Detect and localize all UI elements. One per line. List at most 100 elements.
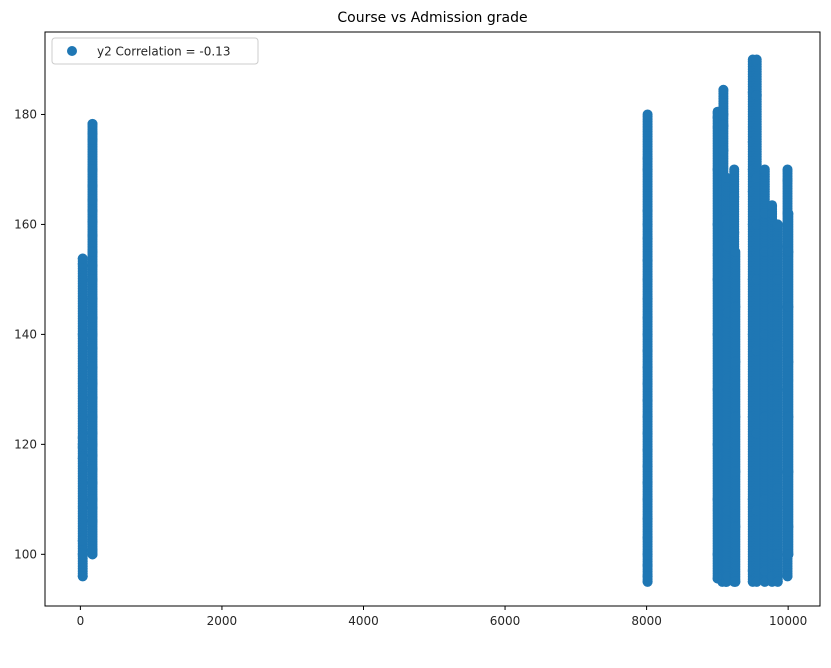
data-point (87, 544, 98, 555)
y-axis: 100 120 140 160 180 (14, 107, 45, 561)
data-point (87, 362, 98, 373)
data-point (783, 356, 794, 367)
data-point (87, 128, 98, 139)
data-point (759, 164, 770, 175)
data-point (87, 274, 98, 285)
data-point (642, 164, 653, 175)
data-point (718, 84, 729, 95)
data-point (729, 191, 740, 202)
data-point (642, 233, 653, 244)
data-point (87, 343, 98, 354)
data-point (642, 255, 653, 266)
data-point (783, 521, 794, 532)
scatter-points (77, 54, 794, 587)
y-tick-label: 140 (14, 327, 37, 341)
x-tick-label: 10000 (769, 614, 807, 628)
data-point (783, 411, 794, 422)
data-point (783, 208, 794, 219)
data-point (87, 378, 98, 389)
data-point (772, 549, 783, 560)
data-point (642, 571, 653, 582)
data-point (751, 576, 762, 587)
data-point (87, 180, 98, 191)
data-point (642, 153, 653, 164)
data-point (751, 172, 762, 183)
chart-title: Course vs Admission grade (337, 10, 527, 26)
data-point (642, 477, 653, 488)
data-point (642, 312, 653, 323)
data-point (77, 571, 88, 582)
data-point (751, 345, 762, 356)
data-point (87, 439, 98, 450)
data-point (87, 464, 98, 475)
data-point (87, 230, 98, 241)
data-point (77, 253, 88, 264)
axes-frame (44, 31, 821, 607)
y-tick-label: 160 (14, 217, 37, 231)
data-point (772, 411, 783, 422)
legend-marker (67, 46, 77, 56)
data-point (642, 378, 653, 389)
data-point (642, 293, 653, 304)
data-point (87, 164, 98, 175)
data-point (721, 172, 732, 183)
data-point (642, 329, 653, 340)
data-point (718, 109, 729, 120)
x-tick-label: 2000 (207, 614, 238, 628)
data-point (87, 502, 98, 513)
data-point (782, 571, 793, 582)
data-point (642, 532, 653, 543)
data-point (772, 576, 783, 587)
data-point (87, 216, 98, 227)
data-point (772, 219, 783, 230)
data-point (87, 477, 98, 488)
data-point (730, 301, 741, 312)
data-point (730, 246, 741, 257)
data-point (783, 301, 794, 312)
x-axis: 0 2000 4000 6000 8000 10000 (77, 606, 807, 628)
data-point (87, 205, 98, 216)
data-point (642, 109, 653, 120)
data-point (642, 395, 653, 406)
data-point (642, 345, 653, 356)
data-point (772, 274, 783, 285)
data-point (87, 118, 98, 129)
x-tick-label: 6000 (490, 614, 521, 628)
y-tick-label: 180 (14, 107, 37, 121)
legend: y2 Correlation = -0.13 (51, 37, 259, 65)
data-point (783, 549, 794, 560)
data-point (751, 90, 762, 101)
data-point (782, 175, 793, 186)
data-point (87, 329, 98, 340)
data-point (87, 260, 98, 271)
data-point (87, 293, 98, 304)
data-point (751, 505, 762, 516)
data-point (642, 428, 653, 439)
data-point (730, 521, 741, 532)
y-tick-label: 100 (14, 547, 37, 561)
x-tick-label: 8000 (631, 614, 662, 628)
data-point (642, 411, 653, 422)
data-point (642, 205, 653, 216)
data-point (782, 164, 793, 175)
data-point (87, 494, 98, 505)
data-point (767, 208, 778, 219)
y-tick-label: 120 (14, 437, 37, 451)
data-point (730, 466, 741, 477)
data-point (730, 356, 741, 367)
data-point (87, 392, 98, 403)
data-point (642, 274, 653, 285)
data-point (730, 576, 741, 587)
data-point (87, 450, 98, 461)
data-point (87, 516, 98, 527)
data-point (729, 164, 740, 175)
data-point (751, 54, 762, 65)
x-tick-label: 4000 (348, 614, 379, 628)
data-point (718, 120, 729, 131)
data-point (642, 560, 653, 571)
data-point (87, 246, 98, 257)
data-point (751, 274, 762, 285)
data-point (751, 428, 762, 439)
data-point (772, 340, 783, 351)
